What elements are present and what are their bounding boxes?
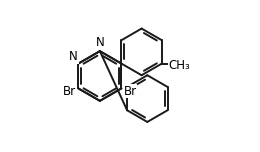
Text: CH₃: CH₃ — [169, 59, 190, 72]
Text: Br: Br — [63, 85, 76, 98]
Text: Br: Br — [124, 85, 137, 98]
Text: N: N — [69, 50, 77, 63]
Polygon shape — [78, 51, 121, 101]
Text: N: N — [95, 36, 104, 49]
Polygon shape — [127, 75, 167, 122]
